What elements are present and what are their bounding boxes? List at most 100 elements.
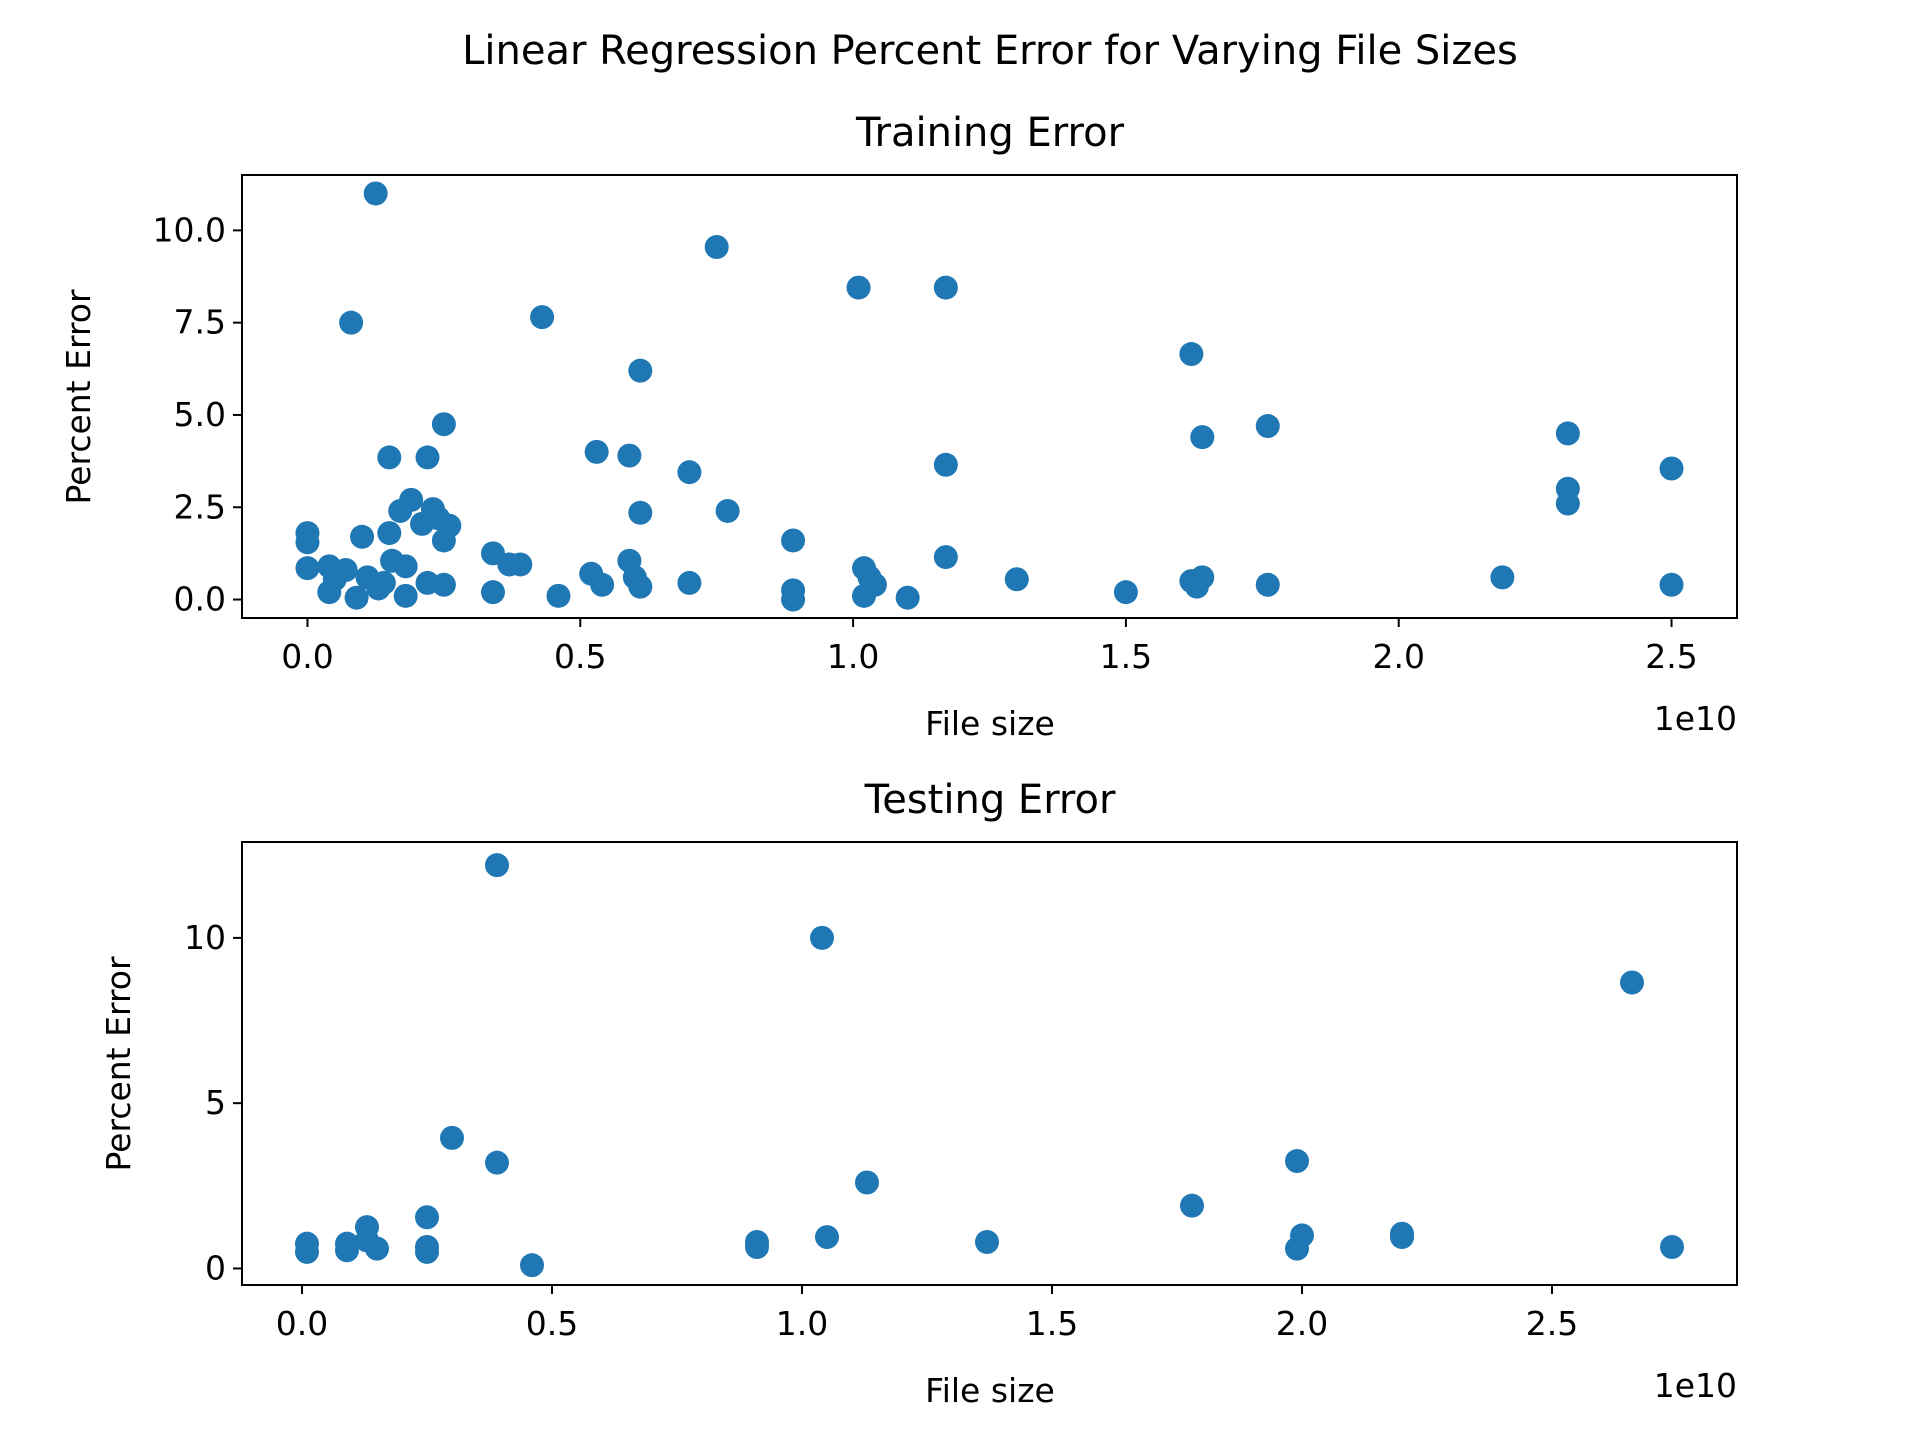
training-data-point (1255, 414, 1280, 439)
testing-data-point (810, 925, 834, 950)
training-points (295, 181, 1684, 612)
training-x-tick-label: 2.5 (1645, 637, 1697, 676)
testing-x-tick-label: 0.5 (526, 1304, 578, 1343)
training-data-point (333, 558, 358, 583)
testing-y-axis-label: Percent Error (99, 956, 138, 1172)
training-data-point (530, 305, 555, 330)
testing-error-title: Testing Error (864, 777, 1116, 823)
training-data-point (628, 358, 653, 383)
testing-plot-frame (241, 841, 1738, 1286)
testing-data-point (485, 1150, 509, 1175)
training-error-panel: Training Error 0.0 2.5 5.0 7.5 10.0 0.0 0.5 1.… (59, 110, 1738, 743)
training-data-point (415, 445, 440, 470)
training-data-point (628, 500, 653, 525)
training-data-point (1190, 425, 1215, 450)
training-plot-frame (241, 174, 1738, 619)
training-data-point (377, 521, 402, 546)
training-data-point (584, 439, 609, 464)
training-data-point (781, 587, 806, 612)
training-data-point (933, 275, 958, 300)
testing-x-ticks: 0.0 0.5 1.0 1.5 2.0 2.5 (276, 1285, 1578, 1343)
training-data-point (295, 556, 320, 581)
training-y-tick-label: 2.5 (174, 487, 226, 526)
training-data-point (704, 234, 729, 259)
training-x-tick-label: 0.0 (281, 637, 333, 676)
testing-data-point (1285, 1149, 1309, 1174)
training-error-title: Training Error (855, 110, 1125, 156)
testing-data-point (1620, 970, 1644, 995)
training-data-point (677, 460, 702, 485)
testing-data-point (855, 1170, 879, 1195)
testing-data-point (415, 1239, 439, 1264)
training-data-point (628, 574, 653, 599)
testing-data-point (415, 1205, 439, 1230)
training-data-point (344, 585, 369, 610)
testing-data-point (745, 1234, 769, 1259)
training-data-point (431, 572, 456, 597)
training-data-point (617, 443, 642, 468)
training-data-point (317, 580, 342, 605)
training-data-point (393, 583, 418, 608)
testing-data-point (815, 1225, 839, 1250)
testing-x-tick-label: 1.0 (776, 1304, 828, 1343)
training-data-point (1555, 421, 1580, 446)
training-x-offset-text: 1e10 (1654, 699, 1737, 738)
training-data-point (480, 580, 505, 605)
training-data-point (846, 275, 871, 300)
testing-data-point (335, 1238, 359, 1263)
testing-data-point (440, 1125, 464, 1150)
testing-data-point (1390, 1225, 1414, 1250)
training-data-point (295, 530, 320, 555)
testing-error-panel: Testing Error 0 5 10 0.0 0.5 1.0 1.5 2.0 2.5 Fi… (99, 777, 1738, 1410)
testing-x-tick-label: 0.0 (276, 1304, 328, 1343)
training-x-axis-label: File size (925, 704, 1055, 743)
training-data-point (1490, 565, 1515, 590)
training-x-tick-label: 1.0 (827, 637, 879, 676)
testing-data-point (1660, 1234, 1684, 1259)
training-data-point (1113, 580, 1138, 605)
training-x-tick-label: 0.5 (554, 637, 606, 676)
testing-data-point (1290, 1223, 1314, 1248)
training-data-point (508, 552, 533, 577)
training-data-point (393, 554, 418, 579)
training-data-point (371, 570, 396, 595)
training-data-point (1659, 456, 1684, 481)
testing-data-point (295, 1239, 319, 1264)
training-data-point (895, 585, 920, 610)
training-y-tick-label: 0.0 (174, 580, 226, 619)
training-data-point (437, 513, 462, 538)
training-data-point (677, 570, 702, 595)
training-data-point (1555, 491, 1580, 516)
testing-y-tick-label: 0 (205, 1248, 226, 1287)
testing-x-axis-label: File size (925, 1371, 1055, 1410)
training-data-point (715, 498, 740, 523)
training-y-tick-label: 5.0 (174, 395, 226, 434)
training-data-point (546, 583, 571, 608)
training-data-point (862, 572, 887, 597)
training-x-tick-label: 2.0 (1372, 637, 1424, 676)
testing-y-tick-label: 10 (184, 918, 226, 957)
training-data-point (1190, 565, 1215, 590)
training-data-point (1659, 572, 1684, 597)
training-y-ticks: 0.0 2.5 5.0 7.5 10.0 (153, 210, 242, 619)
training-data-point (781, 528, 806, 553)
testing-x-offset-text: 1e10 (1654, 1366, 1737, 1405)
figure-suptitle: Linear Regression Percent Error for Vary… (462, 28, 1518, 74)
testing-points (295, 853, 1684, 1278)
training-data-point (1255, 572, 1280, 597)
training-x-ticks: 0.0 0.5 1.0 1.5 2.0 2.5 (281, 618, 1698, 676)
testing-y-ticks: 0 5 10 (184, 918, 242, 1287)
training-data-point (377, 445, 402, 470)
training-y-tick-label: 10.0 (153, 210, 226, 249)
testing-x-tick-label: 1.5 (1026, 1304, 1078, 1343)
training-data-point (431, 412, 456, 437)
training-data-point (363, 181, 388, 206)
training-x-tick-label: 1.5 (1100, 637, 1152, 676)
testing-data-point (975, 1230, 999, 1255)
training-data-point (1179, 342, 1204, 367)
testing-data-point (1180, 1193, 1204, 1218)
testing-data-point (485, 853, 509, 878)
training-data-point (933, 452, 958, 477)
training-data-point (590, 572, 615, 597)
